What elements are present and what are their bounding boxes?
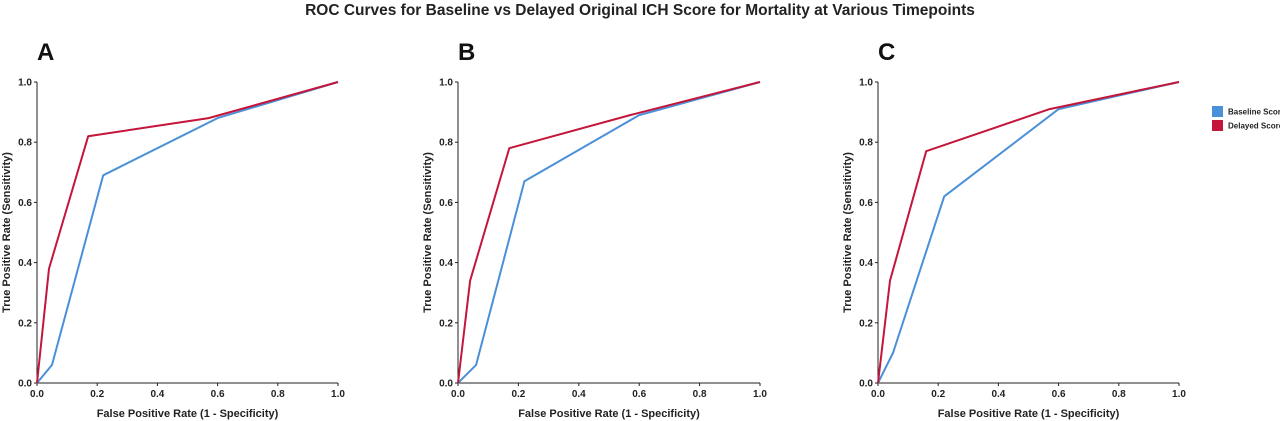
- x-axis-label: False Positive Rate (1 - Specificity): [518, 408, 700, 420]
- x-tick-label: 0.0: [871, 389, 885, 400]
- panel-letter-c: C: [878, 39, 895, 66]
- y-tick-label: 0.6: [18, 198, 32, 209]
- x-tick-label: 0.0: [451, 389, 465, 400]
- x-tick-label: 0.8: [693, 389, 707, 400]
- y-tick-label: 0.2: [859, 318, 873, 329]
- series-line-delayed-score: [36, 81, 339, 384]
- legend-label-baseline-score: Baseline Score: [1228, 108, 1280, 117]
- y-tick-label: 0.8: [18, 138, 32, 149]
- legend-label-delayed-score: Delayed Score: [1228, 122, 1280, 131]
- y-tick-label: 0.4: [18, 258, 32, 269]
- y-tick-label: 1.0: [18, 78, 32, 89]
- y-tick-label: 0.0: [439, 379, 453, 390]
- y-tick-label: 0.0: [18, 379, 32, 390]
- series-line-delayed-score: [457, 81, 761, 384]
- x-tick-label: 0.2: [90, 389, 104, 400]
- y-tick-label: 0.6: [859, 198, 873, 209]
- y-tick-label: 0.2: [439, 318, 453, 329]
- x-tick-label: 0.6: [1052, 389, 1066, 400]
- series-line-baseline-score: [877, 81, 1180, 384]
- figure-title: ROC Curves for Baseline vs Delayed Origi…: [305, 2, 975, 19]
- y-tick-label: 0.2: [18, 318, 32, 329]
- x-tick-label: 0.8: [1112, 389, 1126, 400]
- x-tick-label: 0.6: [632, 389, 646, 400]
- y-tick-label: 1.0: [859, 78, 873, 89]
- y-tick-label: 0.4: [859, 258, 873, 269]
- x-axis-label: False Positive Rate (1 - Specificity): [938, 408, 1120, 420]
- y-axis-label: True Positive Rate (Sensitivity): [422, 152, 434, 313]
- x-axis-label: False Positive Rate (1 - Specificity): [97, 408, 279, 420]
- x-tick-label: 0.4: [572, 389, 586, 400]
- y-tick-label: 0.8: [439, 138, 453, 149]
- series-line-delayed-score: [877, 81, 1180, 384]
- y-tick-label: 0.8: [859, 138, 873, 149]
- legend-swatch-baseline-score: [1212, 106, 1223, 117]
- x-tick-label: 0.4: [991, 389, 1005, 400]
- x-tick-label: 1.0: [1172, 389, 1186, 400]
- panel-letter-b: B: [458, 39, 475, 66]
- x-tick-label: 1.0: [753, 389, 767, 400]
- panel-letter-a: A: [37, 39, 54, 66]
- x-tick-label: 0.6: [211, 389, 225, 400]
- x-tick-label: 0.2: [931, 389, 945, 400]
- x-tick-label: 0.8: [271, 389, 285, 400]
- y-axis-label: True Positive Rate (Sensitivity): [842, 152, 854, 313]
- y-tick-label: 0.0: [859, 379, 873, 390]
- series-line-baseline-score: [457, 81, 761, 384]
- x-tick-label: 0.4: [150, 389, 164, 400]
- series-line-baseline-score: [36, 81, 339, 384]
- x-tick-label: 0.0: [30, 389, 44, 400]
- x-tick-label: 0.2: [511, 389, 525, 400]
- y-tick-label: 0.4: [439, 258, 453, 269]
- y-axis-label: True Positive Rate (Sensitivity): [1, 152, 13, 313]
- legend-swatch-delayed-score: [1212, 120, 1223, 131]
- x-tick-label: 1.0: [331, 389, 345, 400]
- y-tick-label: 0.6: [439, 198, 453, 209]
- y-tick-label: 1.0: [439, 78, 453, 89]
